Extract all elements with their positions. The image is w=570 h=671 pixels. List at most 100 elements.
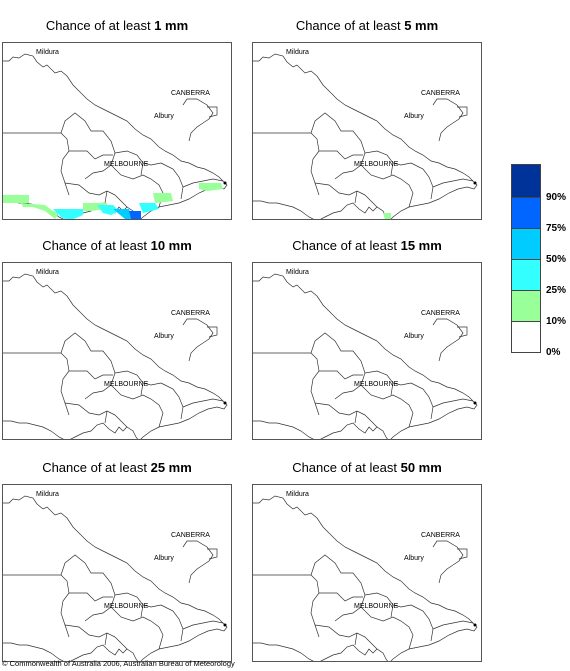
boundary-line (253, 574, 320, 638)
place-label-canberra: CANBERRA (421, 532, 460, 539)
legend-swatch (511, 228, 541, 260)
legend-swatch (511, 259, 541, 291)
boundary-line (114, 636, 128, 650)
panel-title: Chance of at least 15 mm (292, 238, 442, 253)
place-label-melbourne: MELBOURNE (354, 603, 399, 610)
boundary-line (160, 162, 184, 200)
coastal-marker (223, 623, 227, 627)
boundary-line (110, 384, 164, 428)
legend-label-90: 90% (546, 192, 567, 203)
place-label-albury: Albury (404, 333, 424, 340)
place-label-melbourne: MELBOURNE (354, 381, 399, 388)
probability-area (113, 209, 133, 219)
boundary-line (69, 592, 113, 602)
probability-area (129, 211, 141, 219)
boundary-line (319, 370, 363, 380)
panel-title: Chance of at least 1 mm (45, 18, 189, 33)
boundary-line (110, 606, 164, 650)
coastal-marker (223, 181, 227, 185)
coastal-marker (473, 401, 477, 405)
boundary-line (114, 592, 162, 608)
boundary-line (104, 632, 108, 646)
boundary-line (364, 194, 378, 208)
legend-label-75: 75% (546, 223, 567, 234)
boundary-line (207, 326, 218, 338)
boundary-line (182, 178, 224, 188)
boundary-line (64, 624, 116, 638)
boundary-line (140, 162, 144, 176)
place-label-mildura: Mildura (286, 49, 309, 56)
boundary-line (354, 632, 358, 646)
boundary-line (182, 620, 224, 630)
boundary-line (3, 495, 228, 661)
victoria-map: Mildura CANBERRA Albury MELBOURNE (2, 262, 232, 440)
probability-area (383, 213, 391, 219)
legend-label-25: 25% (546, 285, 567, 296)
boundary-line (3, 574, 70, 638)
boundary-line (364, 636, 378, 650)
boundary-line (114, 414, 128, 428)
panel-title: Chance of at least 5 mm (295, 18, 439, 33)
boundary-line (60, 332, 116, 400)
place-label-canberra: CANBERRA (171, 310, 210, 317)
coastal-marker (473, 623, 477, 627)
legend-label-50: 50% (546, 254, 567, 265)
boundary-line (410, 604, 434, 642)
boundary-line (364, 592, 412, 608)
basemap-outline (3, 53, 228, 219)
boundary-line (69, 370, 113, 380)
basemap-outline (3, 495, 228, 661)
boundary-line (114, 370, 162, 386)
boundary-line (64, 402, 116, 416)
boundary-line (110, 164, 164, 208)
place-label-mildura: Mildura (36, 49, 59, 56)
boundary-line (390, 382, 394, 396)
boundary-line (310, 332, 366, 400)
boundary-line (253, 352, 320, 416)
boundary-line (160, 604, 184, 642)
probability-area (153, 193, 173, 203)
basemap-outline (253, 273, 478, 439)
victoria-map: Mildura CANBERRA Albury MELBOURNE (2, 42, 232, 220)
place-label-albury: Albury (154, 333, 174, 340)
place-label-albury: Albury (154, 555, 174, 562)
boundary-line (253, 132, 320, 196)
boundary-line (182, 398, 224, 408)
boundary-line (114, 194, 128, 208)
boundary-line (457, 326, 468, 338)
place-label-mildura: Mildura (286, 269, 309, 276)
boundary-line (160, 382, 184, 420)
boundary-line (319, 150, 363, 160)
boundary-line (432, 98, 464, 142)
place-label-melbourne: MELBOURNE (104, 603, 149, 610)
boundary-line (319, 592, 363, 602)
boundary-line (207, 106, 218, 118)
place-label-canberra: CANBERRA (171, 90, 210, 97)
legend-swatch (511, 197, 541, 229)
legend-label-10: 10% (546, 316, 567, 327)
place-label-albury: Albury (404, 555, 424, 562)
legend-swatch (511, 164, 541, 198)
copyright-notice: © Commonwealth of Australia 2006, Austra… (2, 659, 235, 668)
place-label-melbourne: MELBOURNE (104, 381, 149, 388)
coastal-marker (223, 401, 227, 405)
boundary-line (3, 352, 70, 416)
victoria-map: Mildura CANBERRA Albury MELBOURNE (252, 484, 482, 662)
place-label-canberra: CANBERRA (421, 310, 460, 317)
boundary-line (390, 604, 394, 618)
place-label-melbourne: MELBOURNE (104, 161, 149, 168)
place-label-canberra: CANBERRA (421, 90, 460, 97)
probability-area (139, 203, 159, 213)
boundary-line (364, 150, 412, 166)
boundary-line (253, 273, 478, 439)
legend-swatch (511, 290, 541, 322)
boundary-line (364, 370, 412, 386)
boundary-line (432, 620, 474, 630)
place-label-albury: Albury (154, 113, 174, 120)
boundary-line (182, 540, 214, 584)
basemap-outline (253, 53, 478, 219)
place-label-canberra: CANBERRA (171, 532, 210, 539)
panel-title: Chance of at least 25 mm (42, 460, 192, 475)
panel-title: Chance of at least 10 mm (42, 238, 192, 253)
boundary-line (364, 414, 378, 428)
